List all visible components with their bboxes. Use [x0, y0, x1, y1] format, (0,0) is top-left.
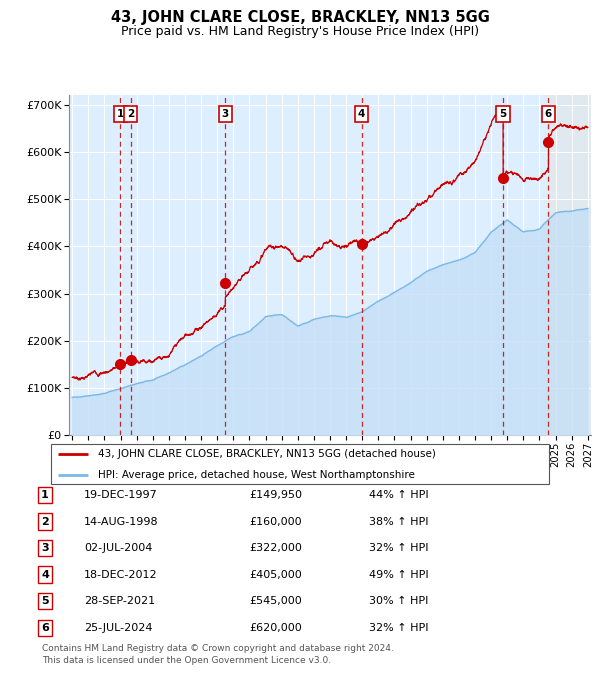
Text: 32% ↑ HPI: 32% ↑ HPI	[369, 543, 428, 553]
Text: 14-AUG-1998: 14-AUG-1998	[84, 517, 158, 526]
Text: 2: 2	[41, 517, 49, 526]
Text: 25-JUL-2024: 25-JUL-2024	[84, 623, 152, 632]
Text: £620,000: £620,000	[249, 623, 302, 632]
Bar	[548, 95, 591, 435]
Text: 43, JOHN CLARE CLOSE, BRACKLEY, NN13 5GG: 43, JOHN CLARE CLOSE, BRACKLEY, NN13 5GG	[110, 10, 490, 25]
Text: 2: 2	[127, 109, 134, 119]
Text: 38% ↑ HPI: 38% ↑ HPI	[369, 517, 428, 526]
Text: 1: 1	[41, 490, 49, 500]
Text: 4: 4	[358, 109, 365, 119]
Text: 18-DEC-2012: 18-DEC-2012	[84, 570, 158, 579]
Text: £149,950: £149,950	[249, 490, 302, 500]
Text: 3: 3	[221, 109, 229, 119]
FancyBboxPatch shape	[50, 444, 550, 484]
Text: 32% ↑ HPI: 32% ↑ HPI	[369, 623, 428, 632]
Text: 44% ↑ HPI: 44% ↑ HPI	[369, 490, 428, 500]
Text: 5: 5	[41, 596, 49, 606]
Text: 6: 6	[41, 623, 49, 632]
Text: Price paid vs. HM Land Registry's House Price Index (HPI): Price paid vs. HM Land Registry's House …	[121, 25, 479, 38]
Text: 49% ↑ HPI: 49% ↑ HPI	[369, 570, 428, 579]
Text: 30% ↑ HPI: 30% ↑ HPI	[369, 596, 428, 606]
Text: £160,000: £160,000	[249, 517, 302, 526]
Text: 6: 6	[545, 109, 552, 119]
Bar	[548, 95, 591, 435]
Text: 43, JOHN CLARE CLOSE, BRACKLEY, NN13 5GG (detached house): 43, JOHN CLARE CLOSE, BRACKLEY, NN13 5GG…	[98, 449, 436, 460]
Text: 1: 1	[116, 109, 124, 119]
Text: 5: 5	[499, 109, 506, 119]
Text: £405,000: £405,000	[249, 570, 302, 579]
Bar	[548, 95, 591, 435]
Text: 4: 4	[41, 570, 49, 579]
Text: 28-SEP-2021: 28-SEP-2021	[84, 596, 155, 606]
Text: £545,000: £545,000	[249, 596, 302, 606]
Text: HPI: Average price, detached house, West Northamptonshire: HPI: Average price, detached house, West…	[98, 470, 415, 479]
Text: 02-JUL-2004: 02-JUL-2004	[84, 543, 152, 553]
Text: £322,000: £322,000	[249, 543, 302, 553]
Text: 19-DEC-1997: 19-DEC-1997	[84, 490, 158, 500]
Text: 3: 3	[41, 543, 49, 553]
Text: Contains HM Land Registry data © Crown copyright and database right 2024.
This d: Contains HM Land Registry data © Crown c…	[42, 643, 394, 665]
